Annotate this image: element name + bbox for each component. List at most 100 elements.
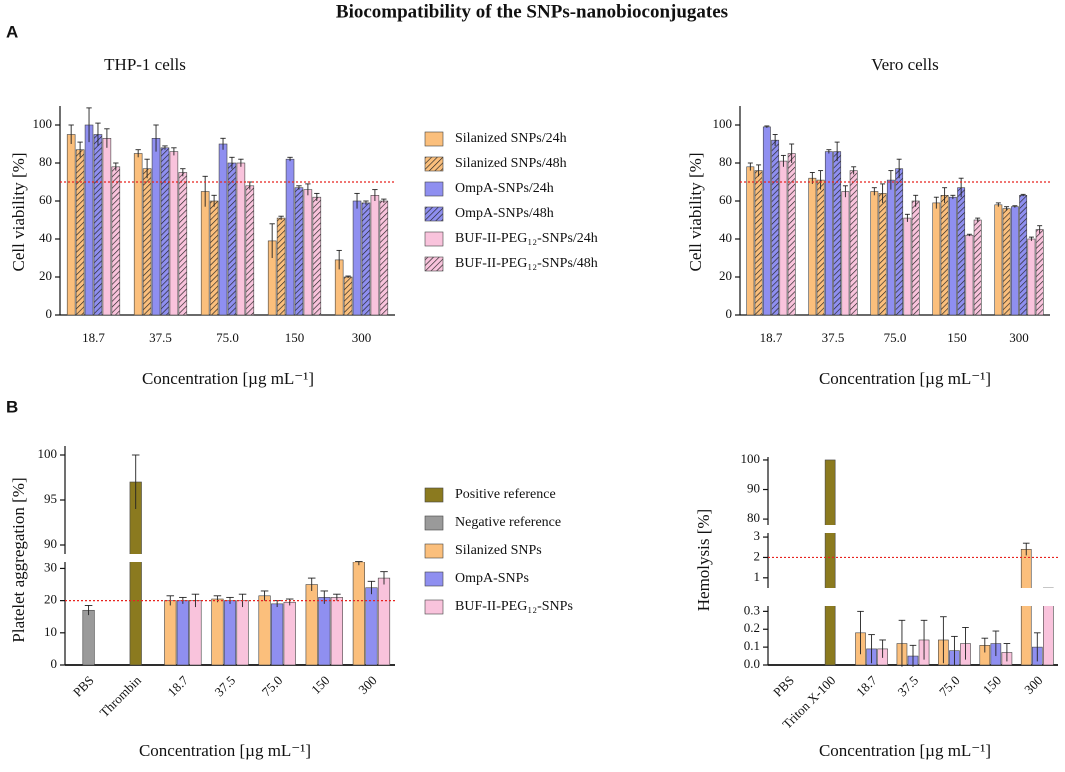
bar: [903, 217, 912, 316]
bar: [178, 172, 188, 316]
legend-label: Negative reference: [455, 515, 561, 530]
y-tick-label: 20: [719, 268, 732, 283]
y-tick-label: 0.1: [744, 638, 760, 653]
y-axis-label: Hemolysis [%]: [694, 509, 713, 611]
x-tick-label: 18.7: [760, 330, 783, 345]
x-axis-label: Concentration [µg mL⁻¹]: [139, 741, 311, 760]
y-tick-label: 0: [51, 656, 58, 671]
bar: [824, 151, 833, 316]
bar: [236, 162, 246, 316]
legend-label: Silanized SNPs/24h: [455, 131, 567, 146]
x-tick-label: 75.0: [259, 673, 286, 700]
bar: [66, 134, 76, 316]
x-tick-label: 75.0: [216, 330, 239, 345]
bar: [895, 168, 904, 316]
x-tick-label: 150: [947, 330, 967, 345]
x-tick-label: 37.5: [822, 330, 845, 345]
bar: [236, 600, 249, 666]
y-tick-label: 80: [719, 154, 732, 169]
axis-break: [57, 554, 397, 562]
y-tick-label: 60: [719, 192, 732, 207]
y-tick-label: 80: [747, 510, 760, 525]
bar: [352, 200, 362, 316]
axis-break: [760, 525, 1060, 533]
x-tick-label: 75.0: [936, 673, 963, 700]
bar: [169, 151, 179, 316]
legend-label: OmpA-SNPs: [455, 571, 529, 586]
y-tick-label: 3: [754, 528, 761, 543]
x-axis-label: Concentration [µg mL⁻¹]: [142, 369, 314, 388]
bar: [1020, 548, 1032, 666]
legend-label: BUF-II-PEG₁₂-SNPs: [455, 599, 573, 614]
y-tick-label: 90: [747, 481, 760, 496]
y-tick-label: 10: [44, 624, 57, 639]
bar: [312, 196, 322, 316]
y-tick-label: 0: [46, 306, 53, 321]
legend-swatch: [424, 515, 444, 531]
x-tick-label: 300: [352, 330, 372, 345]
panel-label: B: [6, 397, 18, 416]
y-axis-label: Cell viability [%]: [686, 153, 705, 272]
bar: [218, 143, 228, 316]
y-tick-label: 20: [39, 268, 52, 283]
x-tick-label: 37.5: [149, 330, 172, 345]
bar: [343, 276, 353, 316]
y-tick-label: 0: [726, 306, 733, 321]
bar: [200, 191, 210, 316]
figure-title: Biocompatibility of the SNPs-nanobioconj…: [336, 1, 728, 22]
x-tick-label: 18.7: [853, 672, 880, 699]
x-tick-label: 150: [980, 673, 1004, 697]
x-tick-label: Thrombin: [97, 672, 145, 720]
y-axis-label: Platelet aggregation [%]: [9, 477, 28, 642]
bar: [361, 202, 371, 316]
bar: [93, 134, 103, 316]
bar: [223, 600, 237, 666]
bar: [973, 219, 982, 316]
y-tick-label: 20: [44, 592, 57, 607]
y-tick-label: 40: [719, 230, 732, 245]
y-tick-label: 2: [754, 548, 761, 563]
y-tick-label: 0.3: [744, 602, 760, 617]
bar: [276, 217, 286, 316]
legend-label: Silanized SNPs/48h: [455, 156, 567, 171]
legend-label: OmpA-SNPs/24h: [455, 181, 554, 196]
x-axis-label: Concentration [µg mL⁻¹]: [819, 741, 991, 760]
chart-subtitle: THP-1 cells: [104, 55, 186, 74]
y-tick-label: 95: [44, 491, 57, 506]
legend-swatch: [424, 181, 444, 197]
bar: [151, 138, 161, 316]
bar: [227, 162, 237, 316]
y-tick-label: 100: [33, 116, 53, 131]
bar: [160, 147, 170, 316]
bar: [754, 170, 763, 316]
bar: [841, 191, 850, 316]
bar: [176, 600, 189, 666]
bar: [318, 597, 331, 666]
bar: [870, 191, 879, 316]
legend-swatch: [424, 256, 444, 272]
bar: [365, 587, 378, 666]
y-tick-label: 30: [44, 559, 57, 574]
x-tick-label: 75.0: [884, 330, 907, 345]
x-axis-label: Concentration [µg mL⁻¹]: [819, 369, 991, 388]
x-tick-label: PBS: [70, 673, 97, 700]
bar: [911, 200, 920, 316]
x-tick-label: 300: [355, 673, 379, 697]
bar: [189, 600, 202, 666]
bar: [808, 177, 817, 316]
y-tick-label: 0.0: [744, 656, 760, 671]
bar: [771, 139, 780, 316]
panel-label: A: [6, 22, 18, 41]
bar: [82, 609, 95, 666]
bar: [111, 166, 121, 316]
bar: [1010, 206, 1019, 316]
bar: [209, 200, 219, 316]
legend-label: Silanized SNPs: [455, 543, 542, 558]
x-tick-label: 18.7: [164, 672, 191, 699]
bar: [142, 168, 152, 316]
legend-label: Positive reference: [455, 487, 556, 502]
bar: [84, 124, 94, 316]
legend-swatch: [424, 206, 444, 222]
legend-label: BUF-II-PEG₁₂-SNPs/48h: [455, 256, 598, 271]
bar: [1027, 238, 1036, 316]
